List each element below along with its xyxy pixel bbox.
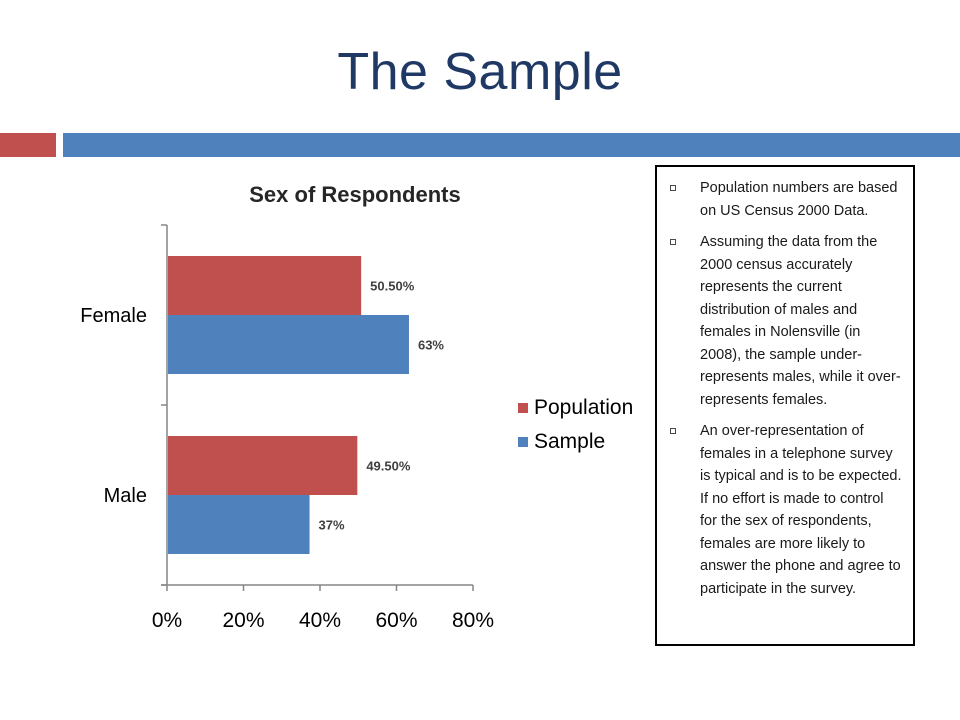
square-bullet-icon [670, 185, 676, 191]
legend-swatch-population [518, 403, 528, 413]
title-accent-bar-red [0, 133, 56, 157]
chart-legend: Population Sample [518, 396, 633, 453]
title-accent-bar-blue [63, 133, 960, 157]
category-label: Female [80, 305, 147, 327]
x-tick-label: 40% [299, 609, 341, 632]
bars [168, 256, 409, 554]
x-tick-label: 80% [452, 609, 494, 632]
x-tick-labels: 0% 20% 40% 60% 80% [152, 609, 494, 632]
bullet-text: An over-representation of females in a t… [700, 423, 902, 597]
data-label: 49.50% [366, 459, 411, 474]
category-labels: Female Male [80, 305, 147, 507]
bullet-representation: Assuming the data from the 2000 census a… [667, 231, 903, 411]
legend-label: Sample [534, 430, 605, 453]
category-label: Male [104, 485, 147, 507]
sex-of-respondents-chart: Sex of Respondents 0% 20% 40% 60% 80% Female… [80, 182, 633, 632]
bullet-telephone-survey: An over-representation of females in a t… [667, 420, 903, 600]
bar-sample-female [168, 315, 409, 374]
bar-sample-male [168, 495, 310, 554]
axis-tick-marks [161, 224, 474, 591]
data-label: 63% [418, 338, 444, 353]
slide-title: The Sample [337, 43, 623, 101]
legend-swatch-sample [518, 437, 528, 447]
data-label: 50.50% [370, 279, 415, 294]
x-tick-label: 60% [375, 609, 417, 632]
notes-textbox: Population numbers are based on US Censu… [655, 165, 915, 646]
bar-population-female [168, 256, 362, 315]
notes-bullet-list: Population numbers are based on US Censu… [667, 177, 903, 600]
x-tick-label: 0% [152, 609, 182, 632]
square-bullet-icon [670, 239, 676, 245]
bullet-text: Population numbers are based on US Censu… [700, 180, 898, 219]
chart-title: Sex of Respondents [249, 182, 460, 207]
square-bullet-icon [670, 428, 676, 434]
x-tick-label: 20% [222, 609, 264, 632]
bar-population-male [168, 436, 358, 495]
bullet-census-source: Population numbers are based on US Censu… [667, 177, 903, 222]
bullet-text: Assuming the data from the 2000 census a… [700, 234, 901, 408]
legend-label: Population [534, 396, 633, 419]
data-labels: 50.50% 63% 49.50% 37% [319, 279, 445, 533]
data-label: 37% [319, 518, 345, 533]
